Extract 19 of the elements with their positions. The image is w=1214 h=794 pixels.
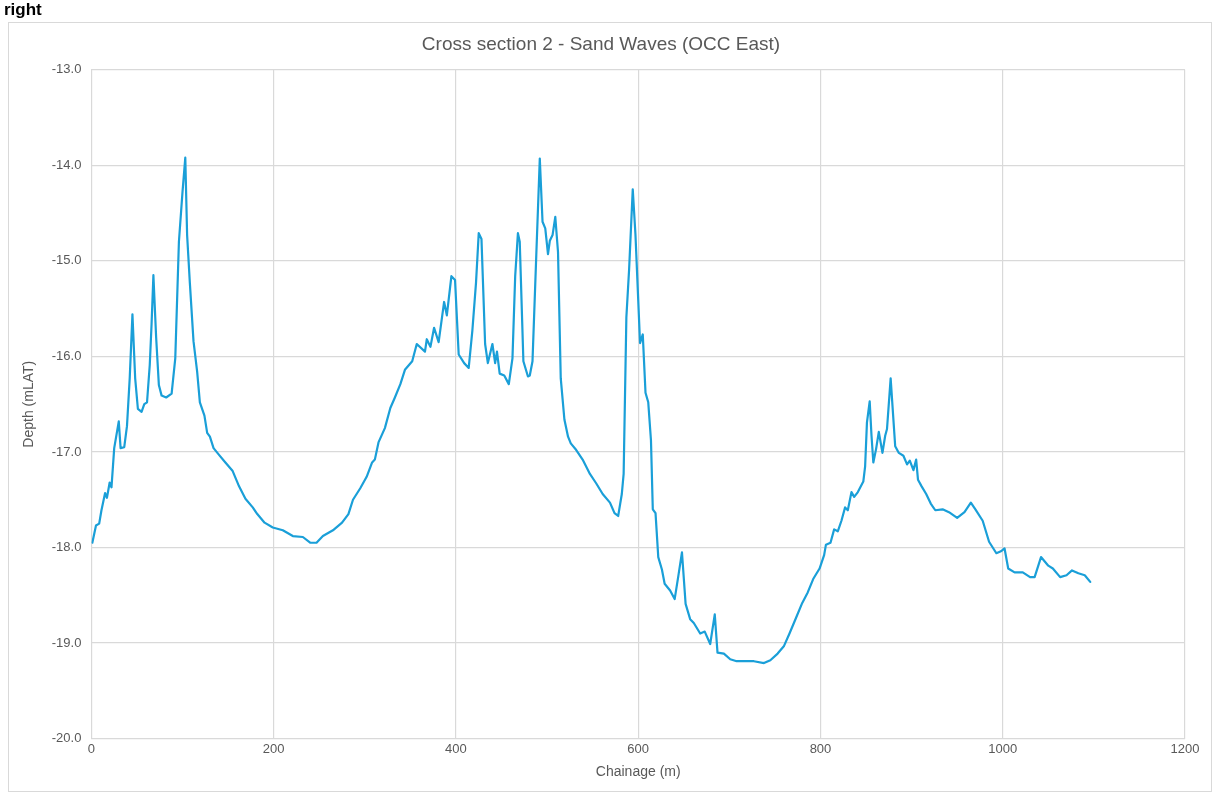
y-tick-label: -18.0 [51,539,82,555]
y-tick-label: -13.0 [51,61,82,77]
y-tick-label: -16.0 [51,348,82,364]
x-axis-title: Chainage (m) [595,763,681,780]
y-axis-title: Depth (mLAT) [20,360,37,448]
y-tick-label: -17.0 [51,443,82,459]
x-tick-label: 1200 [1170,740,1200,756]
chart-title: Cross section 2 - Sand Waves (OCC East) [421,32,781,54]
x-tick-label: 600 [627,740,650,756]
x-tick-label: 800 [809,740,832,756]
text: right [4,0,42,20]
x-tick-label: 1000 [988,740,1018,756]
x-tick-label: 0 [87,740,96,756]
y-tick-label: -14.0 [51,156,82,172]
y-tick-label: -19.0 [51,634,82,650]
y-tick-label: -15.0 [51,252,82,268]
x-tick-label: 200 [262,740,285,756]
x-tick-label: 400 [445,740,467,756]
y-tick-label: -20.0 [51,730,82,746]
